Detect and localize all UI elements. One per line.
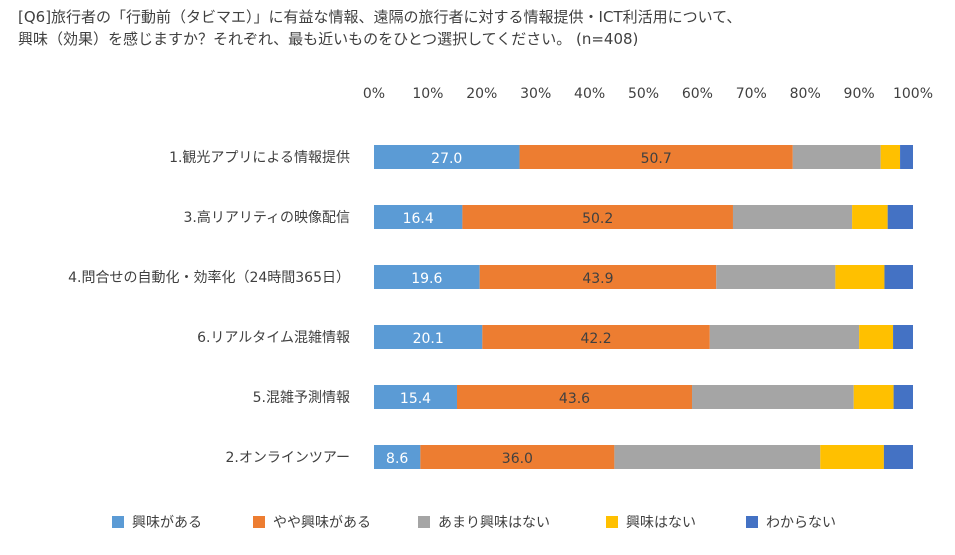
bar-segment	[716, 265, 836, 289]
bar-segment	[482, 325, 710, 349]
bar-segment	[692, 385, 854, 409]
bar-segment	[835, 265, 885, 289]
x-tick-label: 20%	[466, 86, 497, 102]
bar-segment	[614, 445, 821, 469]
bar-segment	[883, 445, 913, 469]
data-label: 19.6	[411, 271, 442, 287]
x-tick-label: 40%	[574, 86, 605, 102]
title-line-1: [Q6]旅行者の「行動前（タビマエ）」に有益な情報、遠隔の旅行者に対する情報提供…	[18, 8, 742, 26]
legend-label: やや興味がある	[273, 515, 371, 531]
legend-swatch	[112, 516, 124, 528]
data-label: 43.6	[559, 391, 590, 407]
x-tick-label: 10%	[412, 86, 443, 102]
bar-segment	[893, 385, 913, 409]
category-label: 3.高リアリティの映像配信	[183, 209, 350, 226]
bar-segment	[853, 385, 894, 409]
data-label: 27.0	[431, 151, 462, 167]
bar-segment	[519, 145, 793, 169]
category-label: 5.混雑予測情報	[253, 390, 350, 406]
bar-segment	[893, 325, 913, 349]
legend-label: あまり興味はない	[438, 515, 550, 531]
x-tick-label: 30%	[520, 86, 551, 102]
category-label: 1.観光アプリによる情報提供	[169, 149, 350, 166]
x-axis-ticks: 0% 10% 20% 30% 40% 50% 60% 70% 80% 90% 100%	[363, 86, 933, 102]
legend-label: 興味はない	[626, 515, 696, 531]
x-tick-label: 60%	[682, 86, 713, 102]
category-label: 4.問合せの自動化・効率化（24時間365日）	[68, 269, 350, 286]
bar-segment	[820, 445, 884, 469]
data-label: 16.4	[403, 211, 434, 227]
bars: 27.0 50.7 16.4 50.2 19.6 43.9 20.1 42.2 15.4 43.6…	[374, 145, 913, 469]
data-label: 50.2	[582, 211, 613, 227]
bar-segment	[420, 445, 615, 469]
bar-segment	[732, 205, 853, 229]
data-label: 20.1	[413, 331, 444, 347]
bar-segment	[792, 145, 881, 169]
bar-segment	[374, 205, 463, 229]
title-line-2: 興味（効果）を感じますか？それぞれ、最も近いものをひとつ選択してください。 (n…	[18, 30, 639, 48]
legend-swatch	[606, 516, 618, 528]
data-label: 8.6	[386, 451, 408, 467]
bar-segment	[884, 265, 913, 289]
bar-segment	[859, 325, 894, 349]
category-label: 6.リアルタイム混雑情報	[197, 330, 350, 346]
legend-swatch	[418, 516, 430, 528]
bar-segment	[374, 385, 458, 409]
category-labels: 1.観光アプリによる情報提供 3.高リアリティの映像配信 4.問合せの自動化・効率化…	[68, 149, 350, 466]
bar-segment	[900, 145, 913, 169]
data-label: 15.4	[400, 391, 431, 407]
x-tick-label: 70%	[736, 86, 767, 102]
x-tick-label: 0%	[363, 86, 385, 102]
legend-label: 興味がある	[132, 515, 202, 531]
data-label: 36.0	[502, 451, 533, 467]
bar-segment	[457, 385, 693, 409]
bar-segment	[374, 145, 520, 169]
data-label: 43.9	[582, 271, 613, 287]
bar-segment	[374, 265, 480, 289]
x-tick-label: 50%	[628, 86, 659, 102]
bar-segment	[880, 145, 901, 169]
chart-title: [Q6]旅行者の「行動前（タビマエ）」に有益な情報、遠隔の旅行者に対する情報提供…	[18, 6, 938, 50]
data-label: 50.7	[641, 151, 672, 167]
legend-swatch	[746, 516, 758, 528]
bar-segment	[374, 325, 483, 349]
legend-swatch	[253, 516, 265, 528]
bar-segment	[709, 325, 860, 349]
bar-segment	[462, 205, 733, 229]
x-tick-label: 100%	[893, 86, 933, 102]
bar-segment	[852, 205, 888, 229]
legend: 興味がある やや興味がある あまり興味はない 興味はない わからない	[112, 515, 836, 531]
x-tick-label: 80%	[790, 86, 821, 102]
bar-segment	[479, 265, 717, 289]
data-label: 42.2	[580, 331, 611, 347]
bar-segment	[887, 205, 913, 229]
legend-label: わからない	[766, 515, 836, 531]
bar-segment	[374, 445, 421, 469]
category-label: 2.オンラインツアー	[225, 450, 350, 466]
x-tick-label: 90%	[844, 86, 875, 102]
